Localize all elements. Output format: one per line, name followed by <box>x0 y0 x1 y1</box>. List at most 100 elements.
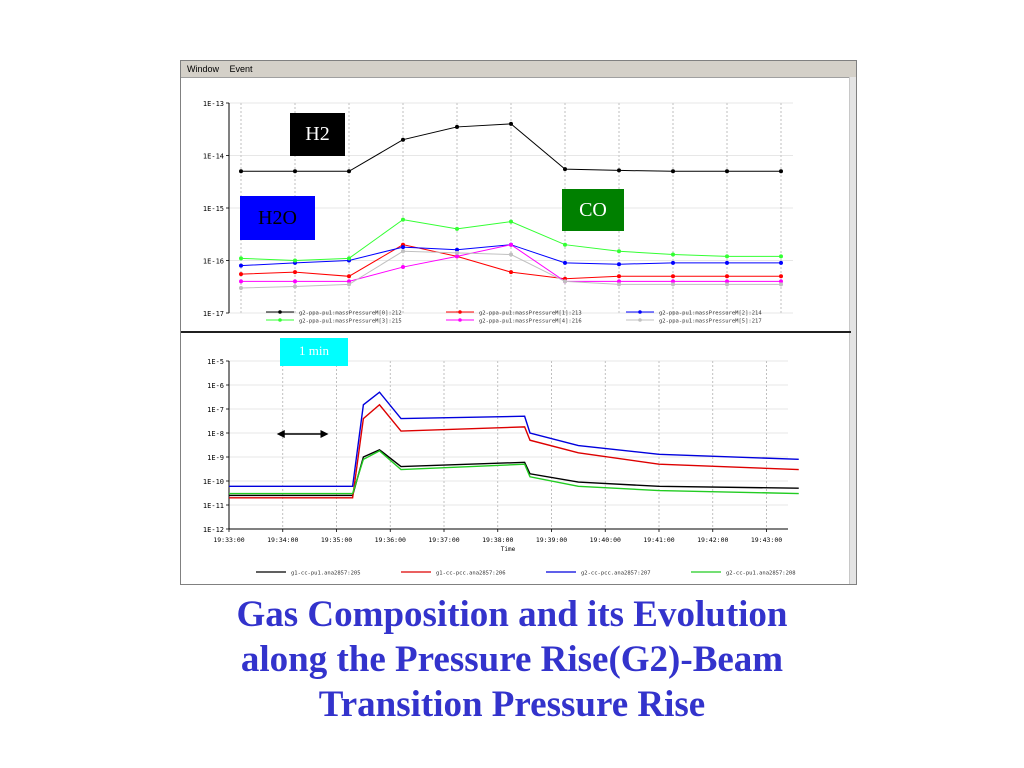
slide-caption: Gas Composition and its Evolution along … <box>120 592 904 727</box>
x-tick-label: 19:41:00 <box>643 536 674 544</box>
caption-line-3: Transition Pressure Rise <box>318 684 706 725</box>
series-point-3 <box>779 254 783 259</box>
series-point-3 <box>293 258 297 263</box>
series-point-2 <box>671 260 675 265</box>
series-point-4 <box>347 279 351 284</box>
series-point-5 <box>617 282 621 287</box>
y-tick-label: 1E-10 <box>203 478 224 486</box>
series-point-5 <box>509 252 513 257</box>
series-point-5 <box>347 282 351 287</box>
h2o-label: H2O <box>240 196 315 240</box>
co-label: CO <box>562 189 624 231</box>
y-tick-label: 1E-12 <box>203 526 224 534</box>
legend-label-3: g2-ppa-pu1:massPressureM[3]:215 <box>299 319 402 325</box>
series-point-0 <box>293 169 297 174</box>
x-axis-label: Time <box>501 546 516 553</box>
series-line-3 <box>229 450 799 495</box>
legend-marker-1 <box>458 310 462 314</box>
one-minute-label: 1 min <box>280 338 348 366</box>
x-tick-label: 19:40:00 <box>590 536 621 544</box>
series-point-4 <box>293 279 297 284</box>
series-point-2 <box>401 245 405 250</box>
top-pressure-chart: 1E-13 1E-14 1E-15 1E-16 1E-17 g2-ppa-pu1:mass… <box>203 100 793 325</box>
series-line-2 <box>229 391 799 488</box>
legend-marker-0 <box>278 310 282 314</box>
legend-marker-3 <box>278 318 282 322</box>
series-point-4 <box>239 279 243 284</box>
series-point-5 <box>293 284 297 289</box>
series-point-0 <box>671 169 675 174</box>
menu-window[interactable]: Window <box>187 64 220 74</box>
series-point-1 <box>725 274 729 279</box>
series-point-1 <box>347 274 351 279</box>
menu-bar: Window Event <box>181 61 856 78</box>
y-tick-label: 1E-13 <box>203 100 224 108</box>
series-point-3 <box>455 226 459 231</box>
series-point-1 <box>671 274 675 279</box>
series-point-0 <box>617 168 621 173</box>
series-point-5 <box>563 279 567 284</box>
legend-label-1: g1-cc-pcc.ana2857:206 <box>436 571 506 577</box>
y-tick-label: 1E-5 <box>207 358 224 366</box>
legend-label-2: g2-ppa-pu1:massPressureM[2]:214 <box>659 311 762 317</box>
x-tick-label: 19:36:00 <box>375 536 406 544</box>
series-point-0 <box>455 124 459 129</box>
series-point-5 <box>725 282 729 287</box>
y-tick-label: 1E-11 <box>203 502 224 510</box>
y-tick-label: 1E-16 <box>203 258 224 266</box>
legend-marker-2 <box>638 310 642 314</box>
caption-line-2: along the Pressure Rise(G2)-Beam <box>240 639 784 680</box>
y-tick-label: 1E-14 <box>203 153 224 161</box>
x-tick-label: 19:42:00 <box>697 536 728 544</box>
legend-label-5: g2-ppa-pu1:massPressureM[5]:217 <box>659 319 762 325</box>
legend-marker-4 <box>458 318 462 322</box>
legend-label-0: g1-cc-pu1.ana2857:205 <box>291 571 361 577</box>
series-point-0 <box>563 167 567 172</box>
x-tick-label: 19:39:00 <box>536 536 567 544</box>
series-point-4 <box>617 279 621 284</box>
bottom-pressure-chart: 19:33:00 19:34:00 19:35:00 19:36:00 19:37:00… <box>203 358 799 577</box>
series-point-0 <box>239 169 243 174</box>
series-point-5 <box>239 285 243 290</box>
y-tick-label: 1E-8 <box>207 430 224 438</box>
series-point-4 <box>725 279 729 284</box>
chart-divider <box>181 331 851 333</box>
legend-label-4: g2-ppa-pu1:massPressureM[4]:216 <box>479 319 582 325</box>
series-point-4 <box>455 254 459 259</box>
series-point-2 <box>563 260 567 265</box>
series-point-4 <box>509 242 513 247</box>
series-point-1 <box>509 270 513 275</box>
series-point-5 <box>779 282 783 287</box>
series-point-1 <box>617 274 621 279</box>
series-point-1 <box>779 274 783 279</box>
series-point-3 <box>671 252 675 257</box>
series-point-4 <box>401 265 405 270</box>
series-point-2 <box>779 260 783 265</box>
series-point-5 <box>671 282 675 287</box>
legend-label-2: g2-cc-pcc.ana2857:207 <box>581 571 651 577</box>
series-point-3 <box>401 217 405 222</box>
series-point-5 <box>455 250 459 255</box>
series-point-4 <box>779 279 783 284</box>
x-tick-label: 19:38:00 <box>482 536 513 544</box>
series-point-0 <box>401 137 405 142</box>
legend-label-1: g2-ppa-pu1:massPressureM[1]:213 <box>479 311 582 317</box>
y-tick-label: 1E-17 <box>203 310 224 318</box>
series-point-0 <box>347 169 351 174</box>
arrow-head-right <box>320 430 329 438</box>
series-point-3 <box>239 256 243 261</box>
x-tick-label: 19:37:00 <box>428 536 459 544</box>
window-right-edge <box>849 77 856 584</box>
series-point-0 <box>725 169 729 174</box>
x-tick-label: 19:34:00 <box>267 536 298 544</box>
x-tick-label: 19:35:00 <box>321 536 352 544</box>
series-point-3 <box>347 256 351 261</box>
menu-event[interactable]: Event <box>229 64 253 74</box>
series-point-2 <box>725 260 729 265</box>
series-point-3 <box>509 219 513 224</box>
legend-marker-5 <box>638 318 642 322</box>
arrow-head-left <box>276 430 285 438</box>
series-line-1 <box>229 403 799 499</box>
y-tick-label: 1E-9 <box>207 454 224 462</box>
y-tick-label: 1E-15 <box>203 205 224 213</box>
